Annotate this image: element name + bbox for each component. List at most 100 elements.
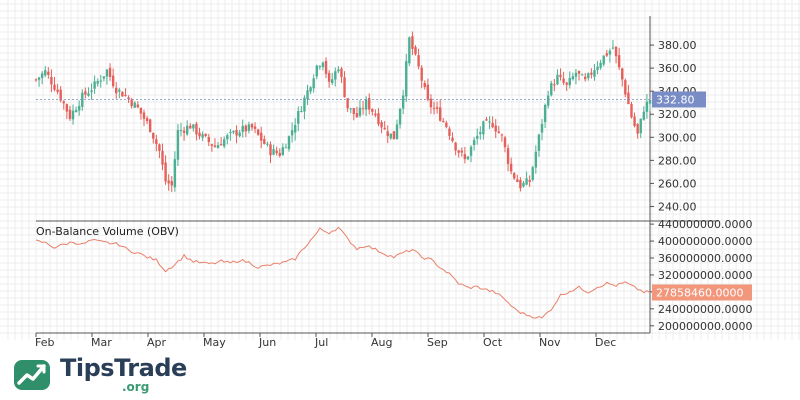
price-tick-label: 360.00 — [658, 62, 697, 75]
candle — [130, 97, 133, 109]
candle-body — [599, 62, 602, 68]
candle — [556, 69, 559, 86]
candle-body — [179, 130, 183, 132]
candle — [485, 116, 488, 122]
candle-body — [226, 135, 229, 140]
candle — [312, 74, 315, 93]
candle — [528, 175, 531, 188]
candle-body — [497, 131, 501, 133]
candle-body — [420, 67, 423, 81]
month-label: Mar — [91, 336, 112, 349]
candle — [543, 103, 547, 129]
candle-body — [466, 156, 470, 160]
candle-body — [293, 124, 297, 133]
candle-body — [290, 130, 294, 136]
candle — [568, 71, 571, 89]
month-label: Nov — [539, 336, 561, 349]
logo-domain: .org — [122, 380, 150, 394]
candle-body — [494, 125, 497, 132]
candle — [627, 84, 630, 105]
obv-tick-label: 320000000.0000 — [658, 269, 752, 282]
candle-body — [127, 97, 130, 100]
candle — [371, 108, 374, 116]
candle-body — [260, 132, 263, 141]
candle — [377, 108, 380, 127]
candle — [198, 127, 201, 140]
candle-body — [543, 104, 547, 123]
candle-body — [44, 70, 47, 76]
candle — [574, 69, 578, 85]
month-label: Feb — [35, 336, 54, 349]
candle — [87, 87, 90, 97]
candle-body — [300, 110, 303, 112]
candle-body — [571, 76, 575, 80]
candle — [226, 133, 229, 145]
candle — [213, 138, 217, 148]
candle — [238, 129, 241, 138]
candle — [192, 124, 195, 132]
candle-body — [170, 181, 173, 186]
candle — [479, 126, 482, 140]
candle — [297, 106, 300, 132]
candle-body — [93, 81, 96, 89]
candle-body — [133, 102, 136, 108]
candle — [263, 135, 266, 145]
candle-body — [158, 144, 161, 151]
candle — [349, 108, 352, 114]
candle — [355, 106, 359, 118]
candle — [232, 130, 235, 135]
candle — [71, 104, 75, 125]
candle-body — [454, 142, 457, 151]
candle — [550, 80, 553, 97]
candle-body — [627, 92, 630, 105]
candle-body — [460, 150, 463, 153]
candle-body — [198, 132, 201, 137]
candle-body — [574, 72, 578, 77]
candle — [77, 100, 81, 116]
candle — [346, 98, 349, 112]
candle — [392, 131, 396, 140]
candle — [40, 71, 44, 85]
candle — [173, 151, 177, 192]
candle-body — [556, 74, 559, 85]
candle-body — [334, 71, 337, 80]
month-label: Jun — [258, 336, 276, 349]
candle-body — [621, 68, 624, 80]
last-price-label: 332.80 — [656, 93, 695, 106]
candle-body — [546, 95, 550, 106]
candle-body — [195, 123, 198, 135]
candle — [148, 118, 152, 133]
obv-last-value-label: 27858460.0000 — [656, 286, 743, 299]
candle — [170, 176, 173, 192]
candle — [562, 71, 565, 86]
candle — [136, 101, 140, 109]
month-label: Dec — [595, 336, 616, 349]
obv-line — [35, 226, 651, 319]
logo-mark-icon — [14, 360, 50, 390]
candle — [438, 99, 442, 122]
candle — [287, 135, 291, 152]
candle — [306, 84, 309, 106]
candle — [142, 109, 146, 127]
candle-body — [207, 137, 210, 143]
candle-body — [244, 125, 248, 132]
candle — [324, 57, 328, 79]
candle-body — [216, 145, 220, 149]
candle-body — [500, 134, 504, 136]
candle — [584, 72, 587, 82]
candle — [509, 157, 513, 175]
candle-body — [68, 109, 72, 119]
candle-body — [562, 78, 565, 83]
candle — [630, 101, 633, 119]
candle — [442, 117, 445, 123]
candle — [115, 82, 118, 99]
candle-body — [519, 179, 522, 189]
candle-body — [383, 127, 386, 130]
candle — [290, 122, 294, 143]
candle — [84, 87, 87, 99]
candle — [340, 66, 343, 83]
candle — [500, 133, 504, 142]
month-label: Aug — [371, 336, 392, 349]
candle — [445, 120, 448, 129]
